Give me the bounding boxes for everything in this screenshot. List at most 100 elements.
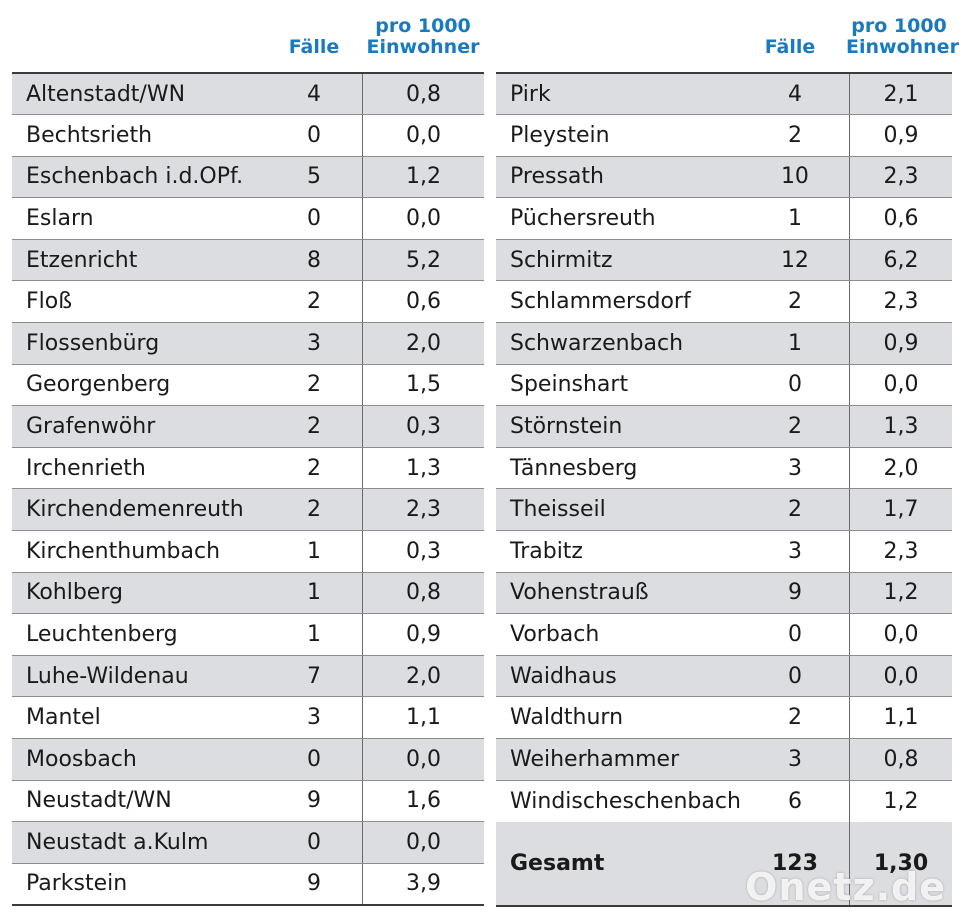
cases-per-1000: 1,7 [848,488,952,532]
cases-count: 4 [740,73,850,116]
cases-count: 0 [266,821,363,864]
cases-per-1000: 2,3 [848,156,952,199]
header-faelle: Fälle [734,37,846,58]
cases-count: 2 [740,114,850,157]
table-row: Weiherhammer 3 0,8 [496,738,952,781]
cases-per-1000: 0,8 [362,73,484,116]
cases-per-1000: 2,3 [848,530,952,573]
table-row: Trabitz 3 2,3 [496,530,952,573]
cases-count: 1 [266,572,363,615]
cases-per-1000: 0,0 [362,114,484,157]
cases-per-1000: 1,1 [848,696,952,739]
table-row: Neustadt/WN 9 1,6 [12,780,484,823]
cases-per-1000: 3,9 [362,863,484,905]
municipality-name: Schlammersdorf [496,280,741,324]
cases-count: 0 [266,197,363,240]
cases-count: 0 [266,738,363,781]
total-rate: 1,30 [848,821,952,906]
table-row: Moosbach 0 0,0 [12,738,484,781]
cases-per-1000: 0,0 [848,655,952,698]
municipality-name: Kirchendemenreuth [12,488,266,532]
municipality-name: Tännesberg [496,447,741,490]
table-row: Pirk 4 2,1 [496,73,952,116]
cases-per-1000: 2,3 [848,280,952,324]
cases-count: 0 [740,613,850,656]
table-row: Kohlberg 1 0,8 [12,572,484,615]
table-row: Waldthurn 2 1,1 [496,696,952,739]
cases-per-1000: 0,8 [362,572,484,615]
left-cases-table: Altenstadt/WN 4 0,8 Bechtsrieth 0 0,0 Eschenba… [12,72,484,906]
cases-per-1000: 0,3 [362,530,484,573]
table-row: Püchersreuth 1 0,6 [496,197,952,240]
header-rate: pro 1000 Einwohner [362,16,484,58]
cases-per-1000: 0,6 [848,197,952,240]
header-rate-line2: Einwohner [846,36,959,58]
municipality-name: Waldthurn [496,696,741,739]
cases-per-1000: 2,1 [848,73,952,116]
cases-count: 12 [740,239,850,282]
table-row: Kirchendemenreuth 2 2,3 [12,488,484,532]
header-faelle-label: Fälle [288,36,340,58]
municipality-name: Waidhaus [496,655,741,698]
table-row: Theisseil 2 1,7 [496,488,952,532]
table-row: Leuchtenberg 1 0,9 [12,613,484,656]
right-table-header: Fälle pro 1000 Einwohner [496,0,959,72]
right-cases-table: Pirk 4 2,1 Pleystein 2 0,9 Pressath 10 2,3 Pücher… [496,72,952,907]
cases-per-1000: 1,3 [848,405,952,448]
municipality-name: Irchenrieth [12,447,266,490]
cases-count: 2 [740,405,850,448]
table-row: Schwarzenbach 1 0,9 [496,322,952,365]
left-table-panel: Fälle pro 1000 Einwohner Altenstadt/WN 4 0… [12,0,484,906]
cases-count: 2 [266,280,363,324]
table-row: Eslarn 0 0,0 [12,197,484,240]
municipality-name: Pirk [496,73,741,116]
table-row: Irchenrieth 2 1,3 [12,447,484,490]
municipality-name: Vohenstrauß [496,572,741,615]
municipality-name: Weiherhammer [496,738,741,781]
table-row: Etzenricht 8 5,2 [12,239,484,282]
cases-count: 1 [740,322,850,365]
table-row: Neustadt a.Kulm 0 0,0 [12,821,484,864]
municipality-name: Pressath [496,156,741,199]
header-faelle-label: Fälle [764,36,816,58]
cases-count: 4 [266,73,363,116]
municipality-name: Georgenberg [12,364,266,407]
cases-count: 2 [266,364,363,407]
left-table-body: Altenstadt/WN 4 0,8 Bechtsrieth 0 0,0 Eschenba… [12,73,484,905]
right-table-body: Pirk 4 2,1 Pleystein 2 0,9 Pressath 10 2,3 Pücher… [496,73,952,822]
municipality-name: Neustadt/WN [12,780,266,823]
municipality-name: Theisseil [496,488,741,532]
table-row: Bechtsrieth 0 0,0 [12,114,484,157]
table-row: Altenstadt/WN 4 0,8 [12,73,484,116]
table-row: Pleystein 2 0,9 [496,114,952,157]
cases-per-1000: 0,0 [362,197,484,240]
cases-per-1000: 2,0 [848,447,952,490]
cases-count: 9 [266,863,363,905]
table-row: Flossenbürg 3 2,0 [12,322,484,365]
cases-count: 2 [266,488,363,532]
cases-count: 3 [740,530,850,573]
cases-count: 5 [266,156,363,199]
cases-per-1000: 1,2 [848,780,952,822]
municipality-name: Etzenricht [12,239,266,282]
cases-per-1000: 0,0 [848,613,952,656]
municipality-name: Moosbach [12,738,266,781]
table-row: Vorbach 0 0,0 [496,613,952,656]
table-row: Waidhaus 0 0,0 [496,655,952,698]
table-row: Vohenstrauß 9 1,2 [496,572,952,615]
header-rate-line1: pro 1000 [851,15,947,37]
cases-per-1000: 1,2 [362,156,484,199]
cases-count: 9 [740,572,850,615]
left-table-header: Fälle pro 1000 Einwohner [12,0,484,72]
cases-count: 1 [740,197,850,240]
total-row: Gesamt 123 1,30 [496,821,952,906]
table-row: Schlammersdorf 2 2,3 [496,280,952,324]
table-row: Georgenberg 2 1,5 [12,364,484,407]
cases-per-1000: 2,0 [362,655,484,698]
municipality-name: Kohlberg [12,572,266,615]
table-row: Parkstein 9 3,9 [12,863,484,905]
table-row: Luhe-Wildenau 7 2,0 [12,655,484,698]
cases-count: 9 [266,780,363,823]
cases-per-1000: 0,3 [362,405,484,448]
cases-count: 2 [266,447,363,490]
